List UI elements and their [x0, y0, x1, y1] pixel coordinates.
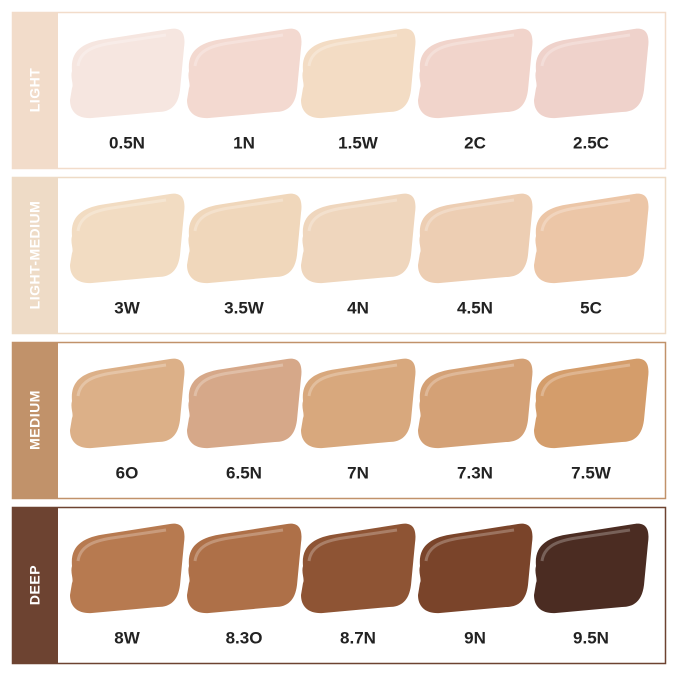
swatch	[534, 193, 649, 284]
swatch-highlight	[307, 363, 398, 397]
shade-group: LIGHT 0.5N 1N 1.5W 2C 2.5C	[11, 11, 667, 170]
swatch	[187, 193, 302, 284]
swatch-highlight	[76, 363, 167, 397]
swatch-highlight	[307, 528, 398, 562]
swatch-highlight	[193, 363, 284, 397]
shade-group: DEEP 8W 8.3O 8.7N 9N 9.5N	[11, 506, 667, 665]
shade-name: 7N	[347, 463, 369, 482]
shade-name: 8W	[114, 628, 140, 647]
shade-name: 8.3O	[226, 628, 263, 647]
swatch	[534, 523, 649, 614]
swatch-highlight	[76, 528, 167, 562]
shade-name: 0.5N	[109, 133, 145, 152]
swatch	[301, 28, 416, 119]
shade-name: 9N	[464, 628, 486, 647]
group-label-bar	[12, 177, 58, 334]
swatch	[418, 358, 533, 449]
swatch	[418, 523, 533, 614]
shade-group: MEDIUM 6O 6.5N 7N 7.3N 7.5W	[11, 341, 667, 500]
shade-name: 3.5W	[224, 298, 265, 317]
shade-group: LIGHT-MEDIUM 3W 3.5W 4N 4.5N 5C	[11, 176, 667, 335]
swatch	[301, 193, 416, 284]
shade-name: 4.5N	[457, 298, 493, 317]
group-label-bar	[12, 12, 58, 169]
swatch	[70, 523, 185, 614]
shade-name: 8.7N	[340, 628, 376, 647]
shade-name: 1.5W	[338, 133, 379, 152]
swatch-highlight	[76, 33, 167, 67]
swatch	[418, 193, 533, 284]
swatch-highlight	[193, 198, 284, 232]
swatch	[70, 28, 185, 119]
shade-name: 4N	[347, 298, 369, 317]
shade-name: 3W	[114, 298, 140, 317]
swatch	[534, 28, 649, 119]
swatch	[187, 523, 302, 614]
swatch	[301, 358, 416, 449]
shade-name: 1N	[233, 133, 255, 152]
swatch-highlight	[193, 528, 284, 562]
shade-name: 7.3N	[457, 463, 493, 482]
swatch	[301, 523, 416, 614]
shade-name: 6O	[116, 463, 139, 482]
swatch-highlight	[424, 198, 515, 232]
swatch-highlight	[540, 528, 631, 562]
group-label: LIGHT-MEDIUM	[27, 201, 43, 310]
shade-name: 2.5C	[573, 133, 609, 152]
swatch-highlight	[307, 198, 398, 232]
group-label: MEDIUM	[27, 390, 43, 450]
swatch-highlight	[540, 33, 631, 67]
swatch-highlight	[424, 33, 515, 67]
swatch-highlight	[540, 198, 631, 232]
swatch-highlight	[193, 33, 284, 67]
group-label-bar	[12, 507, 58, 664]
swatch	[187, 28, 302, 119]
shade-name: 9.5N	[573, 628, 609, 647]
swatch-highlight	[424, 363, 515, 397]
swatch	[187, 358, 302, 449]
shade-name: 2C	[464, 133, 486, 152]
swatch	[70, 358, 185, 449]
shade-name: 6.5N	[226, 463, 262, 482]
swatch	[534, 358, 649, 449]
group-label: LIGHT	[27, 68, 43, 113]
shade-name: 5C	[580, 298, 602, 317]
swatch-highlight	[424, 528, 515, 562]
swatch-highlight	[540, 363, 631, 397]
swatch-highlight	[76, 198, 167, 232]
shade-name: 7.5W	[571, 463, 612, 482]
swatch-highlight	[307, 33, 398, 67]
swatch	[418, 28, 533, 119]
group-label-bar	[12, 342, 58, 499]
swatch	[70, 193, 185, 284]
group-label: DEEP	[27, 565, 43, 605]
